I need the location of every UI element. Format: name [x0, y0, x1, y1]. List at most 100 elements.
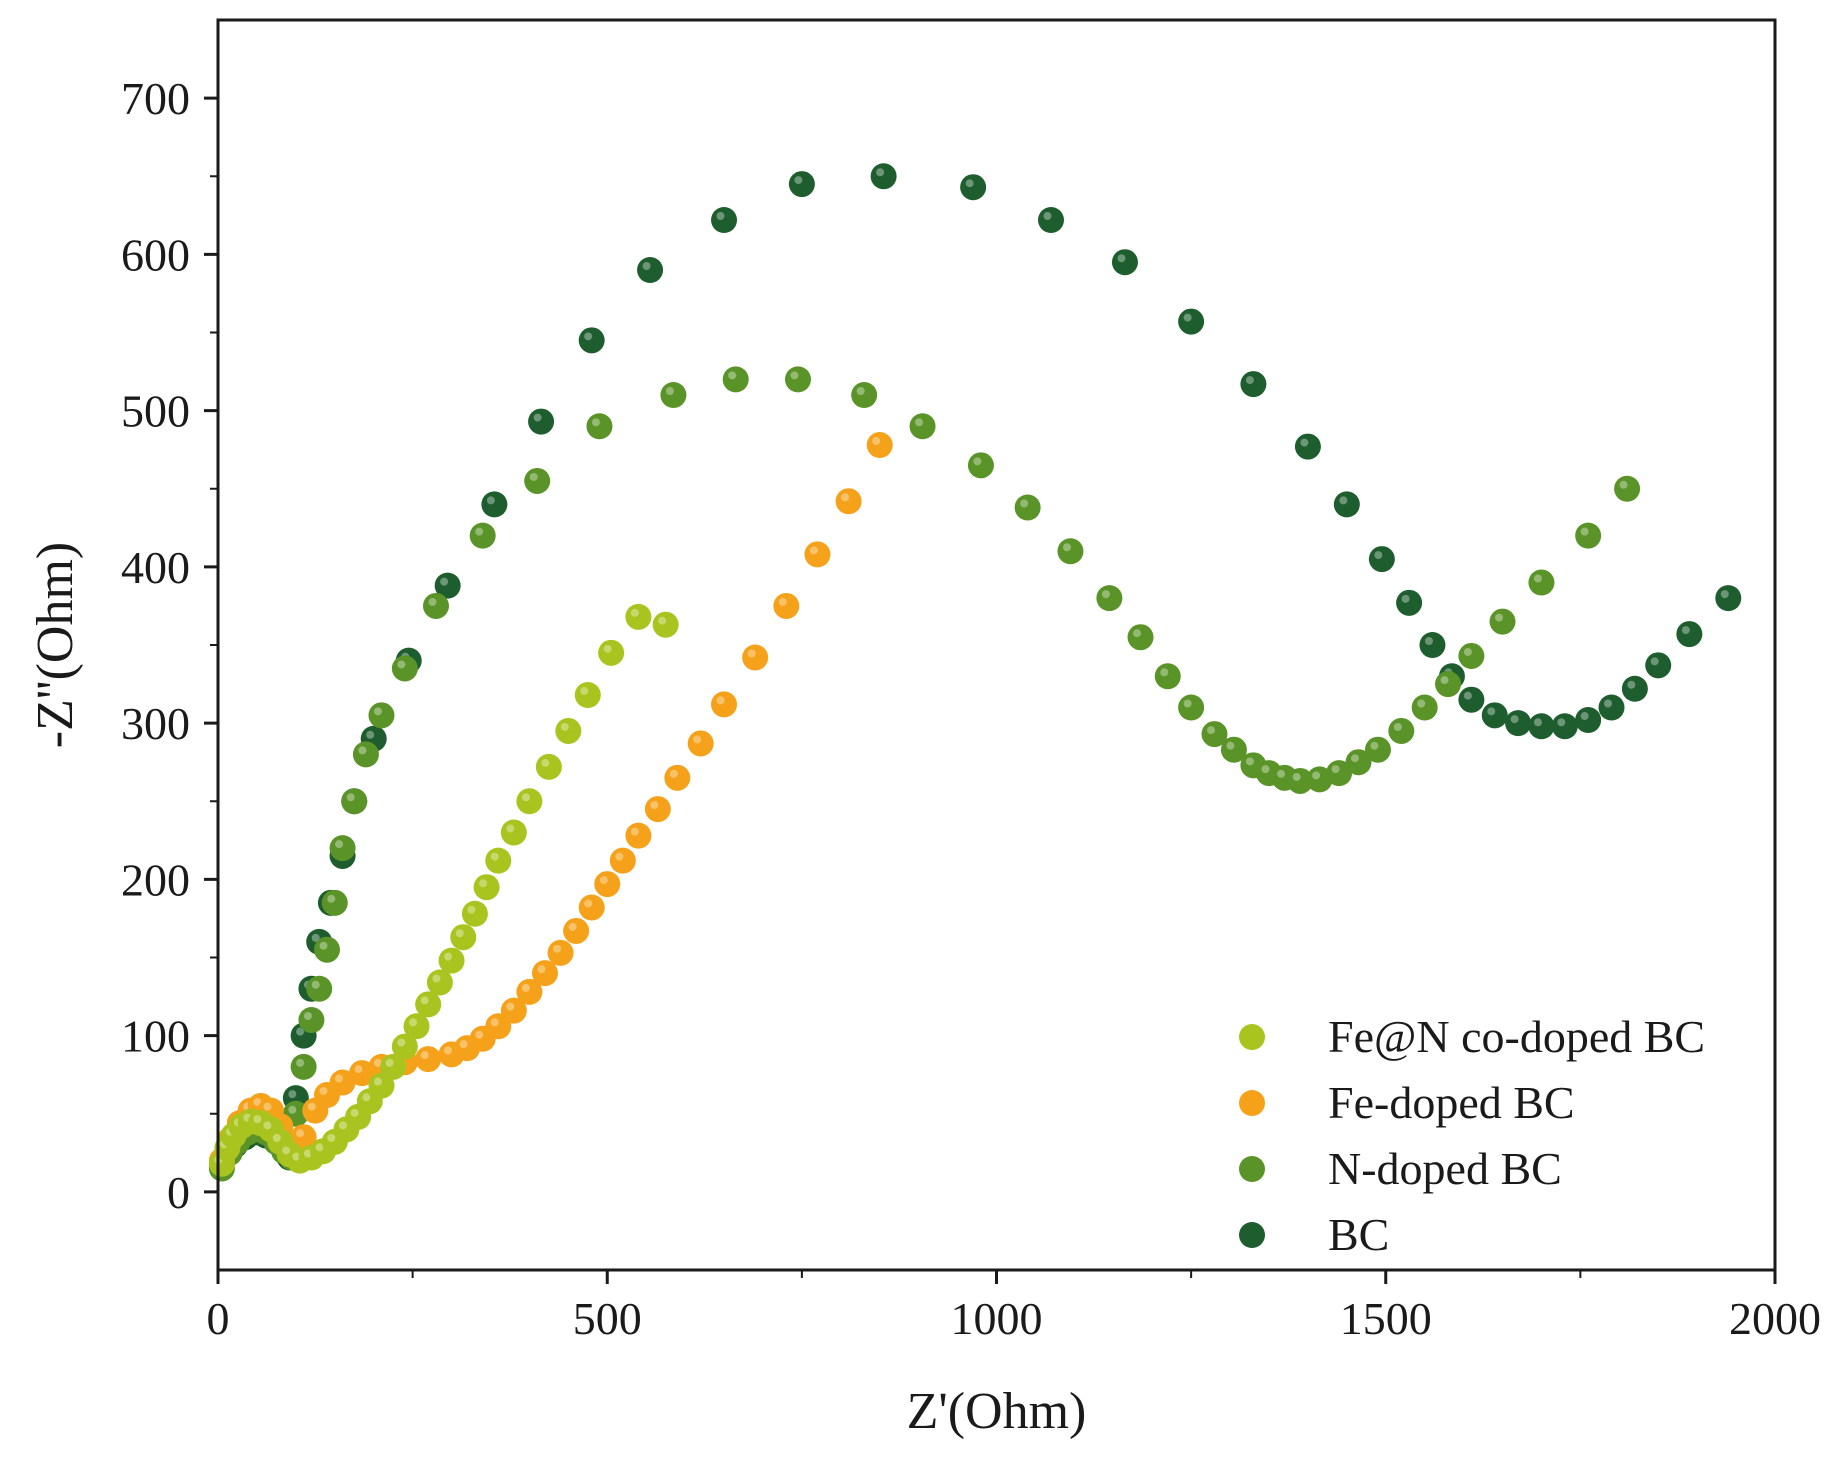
data-point-highlight	[366, 730, 375, 739]
legend-marker	[1239, 1090, 1265, 1116]
data-point	[835, 488, 862, 515]
data-point-highlight	[693, 735, 702, 744]
data-point	[500, 997, 527, 1024]
data-point-highlight	[263, 1102, 272, 1111]
data-point	[415, 991, 442, 1018]
data-point-highlight	[665, 387, 674, 395]
data-point-highlight	[373, 1058, 382, 1067]
data-point	[368, 702, 395, 729]
legend-marker	[1239, 1156, 1265, 1182]
data-point-highlight	[338, 1121, 347, 1130]
data-point-highlight	[444, 952, 453, 961]
data-point-highlight	[1133, 629, 1142, 638]
data-point-highlight	[630, 827, 639, 836]
data-point-highlight	[354, 1065, 363, 1074]
data-point-highlight	[1720, 590, 1729, 599]
data-point	[1368, 546, 1395, 573]
y-tick-label: 500	[121, 386, 190, 437]
data-point-highlight	[296, 1129, 305, 1138]
data-point	[1178, 694, 1205, 721]
data-point-highlight	[373, 1077, 382, 1086]
data-point-highlight	[303, 1149, 312, 1158]
data-point-highlight	[475, 1030, 484, 1039]
data-point	[313, 936, 340, 963]
data-point-highlight	[584, 899, 593, 908]
data-point-highlight	[1245, 376, 1254, 385]
data-point-highlight	[1020, 499, 1029, 508]
data-point	[1645, 652, 1672, 679]
data-point	[516, 788, 543, 815]
data-point-highlight	[841, 493, 850, 502]
data-point	[329, 835, 356, 862]
data-point	[784, 366, 811, 393]
data-point-highlight	[591, 418, 600, 427]
data-point-highlight	[296, 1027, 305, 1036]
data-point	[415, 1046, 442, 1073]
data-point-highlight	[1533, 574, 1542, 583]
data-point-highlight	[1183, 313, 1192, 322]
y-tick-label: 600	[121, 229, 190, 280]
data-point	[1419, 632, 1446, 658]
data-point-highlight	[420, 1051, 429, 1060]
data-point-highlight	[253, 1115, 262, 1124]
data-point-highlight	[1245, 757, 1254, 766]
data-point	[321, 889, 348, 916]
data-point-highlight	[915, 418, 924, 427]
data-point	[742, 644, 769, 671]
data-point-highlight	[650, 801, 659, 810]
data-point-highlight	[603, 644, 612, 653]
data-point-highlight	[350, 1108, 359, 1117]
legend-label: BC	[1328, 1209, 1389, 1260]
legend-label: N-doped BC	[1328, 1143, 1562, 1194]
data-point	[1220, 736, 1247, 763]
data-point	[555, 717, 582, 744]
data-point	[535, 753, 562, 780]
data-point	[524, 467, 551, 494]
data-point-highlight	[553, 944, 562, 953]
data-point-highlight	[615, 852, 624, 861]
data-point-highlight	[1533, 718, 1542, 727]
x-axis-title: Z'(Ohm)	[907, 1383, 1087, 1440]
data-point-highlight	[1351, 754, 1360, 763]
data-point	[711, 691, 738, 718]
data-point	[1621, 675, 1648, 702]
data-point	[586, 413, 613, 440]
data-point-highlight	[580, 687, 589, 695]
legend-label: Fe-doped BC	[1328, 1077, 1575, 1128]
data-point	[1458, 642, 1485, 669]
y-axis-title: -Z''(Ohm)	[27, 542, 84, 748]
data-point-highlight	[1440, 676, 1449, 685]
data-point-highlight	[373, 707, 382, 716]
data-point	[1037, 207, 1064, 233]
data-point-highlight	[1424, 637, 1433, 645]
plot-marks	[208, 163, 1742, 1182]
data-point	[1575, 522, 1602, 549]
data-point-highlight	[537, 965, 546, 974]
data-point-highlight	[716, 696, 725, 705]
data-point-highlight	[1619, 480, 1628, 489]
data-point	[711, 207, 738, 233]
data-point-highlight	[327, 1133, 336, 1142]
data-point-highlight	[1101, 590, 1110, 599]
data-point	[625, 603, 652, 630]
data-point-highlight	[362, 1093, 371, 1102]
data-point-highlight	[311, 980, 320, 989]
data-point	[967, 452, 994, 479]
data-point-highlight	[1062, 543, 1071, 552]
data-point	[298, 1007, 325, 1033]
data-point	[547, 939, 574, 966]
data-point-highlight	[1117, 254, 1126, 263]
data-point-highlight	[303, 1012, 312, 1020]
y-tick-label: 0	[167, 1167, 190, 1218]
data-point	[788, 171, 815, 198]
data-point-highlight	[1580, 712, 1589, 720]
data-point-highlight	[529, 472, 538, 481]
data-point-highlight	[778, 597, 787, 606]
data-point-highlight	[455, 929, 464, 938]
data-point-highlight	[475, 527, 484, 536]
data-point-highlight	[444, 1046, 453, 1055]
data-point-highlight	[263, 1121, 272, 1130]
data-point-highlight	[809, 546, 818, 555]
data-point-highlight	[311, 933, 320, 942]
data-point	[500, 819, 527, 846]
